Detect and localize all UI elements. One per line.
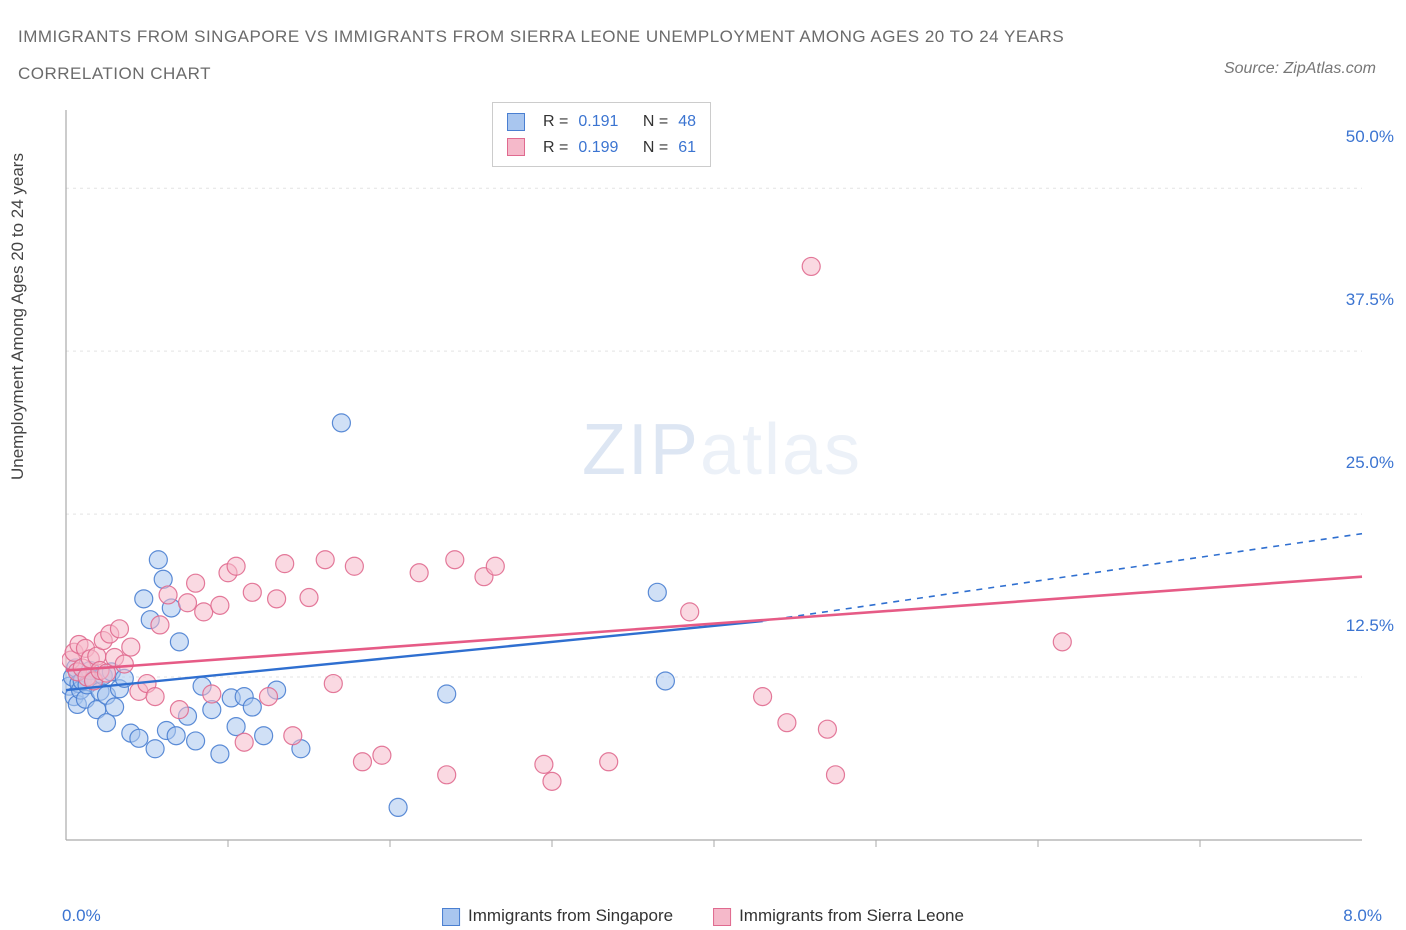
y-tick-label: 12.5% — [1346, 616, 1394, 636]
title-line-2: CORRELATION CHART — [18, 55, 1064, 92]
r-value-sierra-leone: 0.199 — [578, 135, 618, 161]
stats-row-sierra-leone: R = 0.199 N = 61 — [507, 135, 696, 161]
scatter-plot: ZIPatlas R = 0.191 N = 48 R = 0.199 N = … — [62, 100, 1382, 860]
x-tick-end: 8.0% — [1343, 906, 1382, 926]
plot-svg — [62, 100, 1382, 860]
r-label: R = — [543, 135, 568, 161]
legend-item-sierra-leone: Immigrants from Sierra Leone — [713, 906, 964, 926]
stats-row-singapore: R = 0.191 N = 48 — [507, 109, 696, 135]
swatch-sierra-leone — [507, 138, 525, 156]
y-axis-label: Unemployment Among Ages 20 to 24 years — [8, 153, 28, 480]
legend-swatch-singapore — [442, 908, 460, 926]
source-attribution: Source: ZipAtlas.com — [1224, 60, 1376, 78]
r-value-singapore: 0.191 — [578, 109, 618, 135]
y-tick-label: 50.0% — [1346, 127, 1394, 147]
legend-item-singapore: Immigrants from Singapore — [442, 906, 673, 926]
swatch-singapore — [507, 113, 525, 131]
legend-swatch-sierra-leone — [713, 908, 731, 926]
y-tick-label: 25.0% — [1346, 453, 1394, 473]
title-line-1: IMMIGRANTS FROM SINGAPORE VS IMMIGRANTS … — [18, 18, 1064, 55]
n-label: N = — [643, 135, 668, 161]
correlation-stats-box: R = 0.191 N = 48 R = 0.199 N = 61 — [492, 102, 711, 167]
legend-label-sierra-leone: Immigrants from Sierra Leone — [739, 906, 964, 925]
n-label: N = — [643, 109, 668, 135]
n-value-sierra-leone: 61 — [678, 135, 696, 161]
n-value-singapore: 48 — [678, 109, 696, 135]
y-tick-label: 37.5% — [1346, 290, 1394, 310]
legend: Immigrants from Singapore Immigrants fro… — [442, 906, 964, 926]
chart-title: IMMIGRANTS FROM SINGAPORE VS IMMIGRANTS … — [18, 18, 1064, 93]
legend-label-singapore: Immigrants from Singapore — [468, 906, 673, 925]
x-tick-start: 0.0% — [62, 906, 101, 926]
r-label: R = — [543, 109, 568, 135]
